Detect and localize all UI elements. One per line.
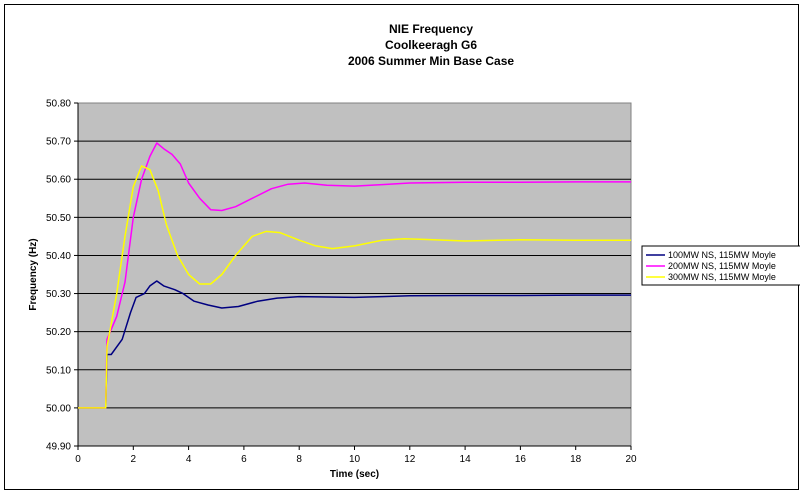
y-tick-label: 50.10 bbox=[46, 365, 71, 376]
series-line-3 bbox=[78, 165, 631, 409]
series-line-2 bbox=[78, 142, 631, 409]
x-tick-label: 12 bbox=[404, 454, 416, 465]
legend-label-3: 300MW NS, 115MW Moyle bbox=[668, 272, 776, 282]
y-tick-label: 50.60 bbox=[46, 175, 71, 186]
y-tick-label: 50.00 bbox=[46, 403, 71, 414]
x-axis-ticks: 0 2 4 6 8 10 12 14 16 18 20 bbox=[75, 103, 637, 465]
x-tick-label: 20 bbox=[625, 454, 637, 465]
legend-box bbox=[641, 245, 800, 286]
chart-title: NIE Frequency Coolkeeragh G6 2006 Summer… bbox=[348, 22, 514, 68]
y-tick-label: 50.70 bbox=[46, 137, 71, 148]
chart-svg: NIE Frequency Coolkeeragh G6 2006 Summer… bbox=[28, 22, 800, 480]
y-tick-label: 49.90 bbox=[46, 442, 71, 453]
x-tick-label: 4 bbox=[186, 454, 192, 465]
y-tick-label: 50.30 bbox=[46, 289, 71, 300]
y-axis-ticks: 49.90 50.00 50.10 50.20 50.30 50.40 50.50 50.60… bbox=[46, 99, 78, 453]
series-line-1 bbox=[78, 280, 631, 409]
gridlines bbox=[78, 140, 631, 409]
x-tick-label: 2 bbox=[131, 454, 137, 465]
x-tick-label: 18 bbox=[570, 454, 582, 465]
x-tick-label: 14 bbox=[460, 454, 472, 465]
chart-frame: NIE Frequency Coolkeeragh G6 2006 Summer… bbox=[4, 4, 800, 490]
x-tick-label: 6 bbox=[241, 454, 247, 465]
chart-title-line-1: NIE Frequency bbox=[389, 22, 473, 36]
series-lines bbox=[78, 142, 631, 409]
y-tick-label: 50.20 bbox=[46, 327, 71, 338]
legend-label-2: 200MW NS, 115MW Moyle bbox=[668, 261, 776, 271]
x-tick-label: 16 bbox=[515, 454, 527, 465]
y-tick-label: 50.40 bbox=[46, 251, 71, 262]
chart-title-line-3: 2006 Summer Min Base Case bbox=[348, 54, 514, 68]
x-tick-label: 10 bbox=[349, 454, 361, 465]
plot-area bbox=[77, 102, 632, 447]
y-tick-label: 50.50 bbox=[46, 213, 71, 224]
x-tick-label: 8 bbox=[296, 454, 302, 465]
x-axis-title: Time (sec) bbox=[330, 469, 379, 480]
legend-label-1: 100MW NS, 115MW Moyle bbox=[668, 250, 776, 260]
chart-title-line-2: Coolkeeragh G6 bbox=[385, 38, 477, 52]
x-tick-label: 0 bbox=[75, 454, 81, 465]
y-tick-label: 50.80 bbox=[46, 99, 71, 110]
y-axis-title: Frequency (Hz) bbox=[28, 238, 39, 310]
